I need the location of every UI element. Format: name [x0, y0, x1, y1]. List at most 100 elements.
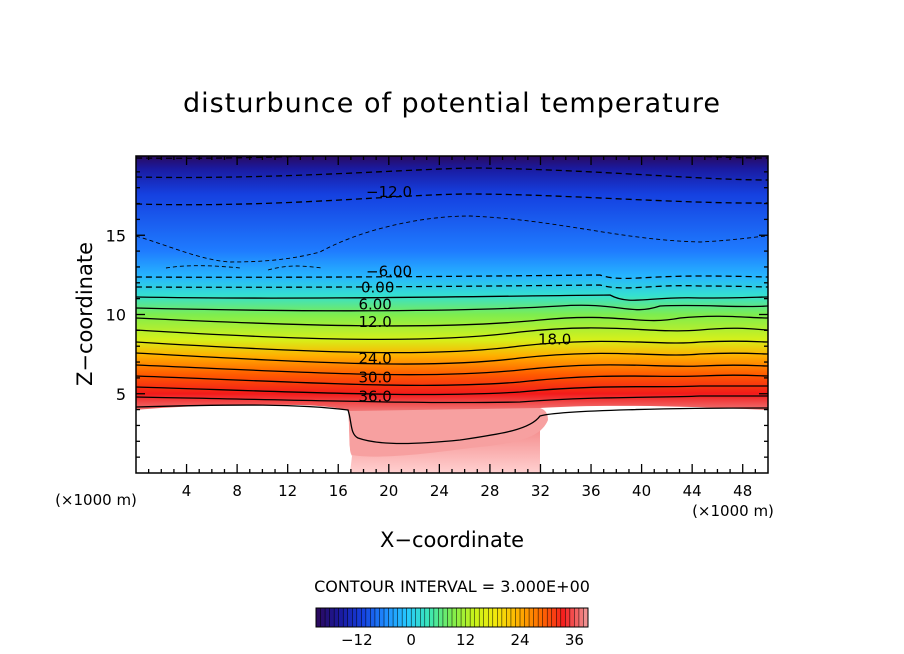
colorbar-cell [334, 608, 340, 627]
contour-line-dashed [136, 284, 768, 289]
contour-interval-text: CONTOUR INTERVAL = 3.000E+00 [314, 577, 590, 596]
colorbar-frame [315, 607, 589, 628]
contour-line [136, 374, 768, 387]
contour-line-dashed [267, 265, 323, 271]
colorbar-cell [316, 608, 322, 627]
contour-line-zero [136, 294, 768, 301]
contour-line [136, 364, 768, 376]
y-tick-label: 5 [116, 385, 126, 404]
colorbar [315, 607, 589, 628]
colorbar-cell [574, 608, 580, 627]
contour-line-dashed [136, 215, 768, 263]
colorbar-cell [479, 608, 485, 627]
y-tick-label: 10 [106, 306, 126, 325]
colorbar-cell [388, 608, 394, 627]
colorbar-cell [547, 608, 553, 627]
contour-line [136, 395, 768, 404]
contour-line [136, 340, 768, 354]
colorbar-cell [365, 608, 371, 627]
colorbar-tick-label: −12 [341, 631, 373, 649]
colorbar-cell [343, 608, 349, 627]
colorbar-cell [361, 608, 367, 627]
contour-line-dashed [165, 265, 241, 269]
colorbar-cell [329, 608, 335, 627]
colorbar-cell [461, 608, 467, 627]
colorbar-cell [456, 608, 462, 627]
x-tick-label: 4 [182, 482, 192, 500]
colorbar-cell [374, 608, 380, 627]
colorbar-cell [438, 608, 444, 627]
contour-line-dashed [136, 193, 768, 206]
colorbar-cell [338, 608, 344, 627]
colorbar-cell [551, 608, 557, 627]
colorbar-cell [497, 608, 503, 627]
colorbar-labels: −12 0 12 24 36 [341, 631, 584, 649]
colorbar-cell [415, 608, 421, 627]
colorbar-cell [583, 608, 589, 627]
colorbar-cell [488, 608, 494, 627]
x-tick-label: 40 [632, 482, 651, 500]
colorbar-cell [447, 608, 453, 627]
x-unit-right: (×1000 m) [692, 502, 774, 520]
colorbar-cell [411, 608, 417, 627]
x-tick-label: 28 [480, 482, 499, 500]
colorbar-cell [483, 608, 489, 627]
contour-label: −12.0 [366, 183, 412, 201]
x-tick-label: 16 [329, 482, 348, 500]
x-tick-label: 24 [430, 482, 449, 500]
colorbar-tick-label: 0 [406, 631, 416, 649]
colorbar-cell [565, 608, 571, 627]
colorbar-cell [492, 608, 498, 627]
contour-line-dashed [136, 167, 768, 181]
colorbar-cell [538, 608, 544, 627]
contour-lines [136, 156, 768, 445]
contour-label: 36.0 [358, 388, 391, 406]
colorbar-cell [347, 608, 353, 627]
colorbar-cell [356, 608, 362, 627]
colorbar-cell [379, 608, 385, 627]
contour-line [136, 304, 768, 312]
colorbar-cell [533, 608, 539, 627]
colorbar-cell [433, 608, 439, 627]
colorbar-cell [352, 608, 358, 627]
contour-line [136, 315, 768, 327]
colorbar-cell [524, 608, 530, 627]
colorbar-cell [529, 608, 535, 627]
colorbar-cell [320, 608, 326, 627]
colorbar-cell [470, 608, 476, 627]
colorbar-cell [542, 608, 548, 627]
x-tick-label: 44 [683, 482, 702, 500]
contour-label: −6.00 [366, 262, 412, 280]
contour-label: 24.0 [358, 350, 391, 368]
colorbar-cell [510, 608, 516, 627]
contour-label: 18.0 [538, 331, 571, 349]
axis-ticks [136, 156, 768, 473]
colorbar-cell [560, 608, 566, 627]
colorbar-cell [325, 608, 331, 627]
colorbar-cell [465, 608, 471, 627]
colorbar-cell [556, 608, 562, 627]
x-tick-label: 20 [379, 482, 398, 500]
x-tick-label: 8 [232, 482, 242, 500]
colorbar-tick-label: 12 [456, 631, 475, 649]
colorbar-cell [578, 608, 584, 627]
colorbar-cell [424, 608, 430, 627]
colorbar-cell [506, 608, 512, 627]
colorbar-cell [569, 608, 575, 627]
x-tick-label: 48 [733, 482, 752, 500]
colorbar-cell [429, 608, 435, 627]
x-tick-labels: 4 8 12 16 20 24 28 32 36 40 44 48 [182, 482, 752, 500]
colorbar-cell [520, 608, 526, 627]
contour-label: 30.0 [358, 369, 391, 387]
bottom-pink-bulge [348, 408, 548, 457]
contour-line-dashed [136, 274, 768, 280]
colorbar-cell [501, 608, 507, 627]
x-tick-label: 36 [581, 482, 600, 500]
colorbar-tick-label: 36 [565, 631, 584, 649]
colorbar-cell [452, 608, 458, 627]
colorbar-tick-label: 24 [510, 631, 529, 649]
colorbar-cell [420, 608, 426, 627]
colorbar-cell [370, 608, 376, 627]
